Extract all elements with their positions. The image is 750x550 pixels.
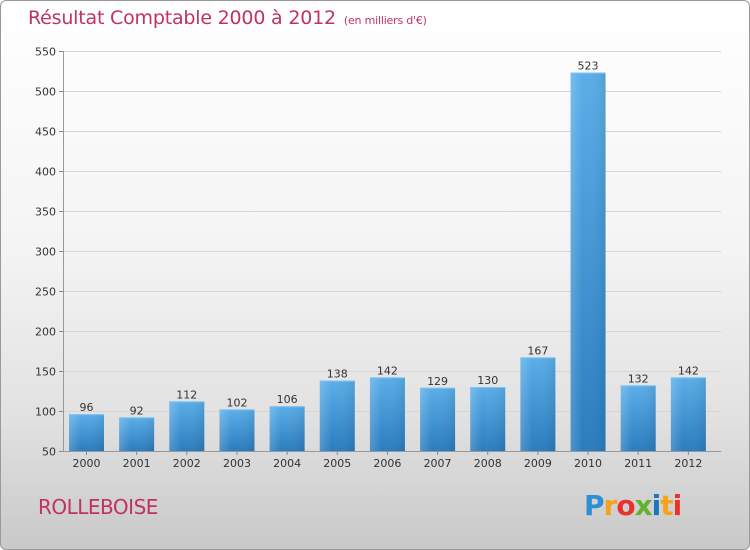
x-tick-label-2005: 2005 — [323, 457, 351, 470]
value-label-2006: 142 — [377, 364, 398, 377]
bar-shade-2004 — [269, 406, 305, 451]
bar-shade-2008 — [470, 387, 506, 451]
bar-shade-2012 — [670, 377, 706, 451]
x-tick-label-2006: 2006 — [373, 457, 401, 470]
x-tick-label-2003: 2003 — [223, 457, 251, 470]
x-tick-label-2012: 2012 — [674, 457, 702, 470]
bar-shade-2000 — [69, 414, 104, 451]
x-tick-label-2007: 2007 — [424, 457, 452, 470]
value-label-2008: 130 — [477, 374, 498, 387]
value-label-2010: 523 — [578, 60, 599, 73]
value-label-2009: 167 — [527, 344, 548, 357]
y-tick-label: 450 — [35, 126, 56, 139]
y-tick-label: 250 — [35, 286, 56, 299]
y-tick-label: 500 — [35, 86, 56, 99]
value-label-2000: 96 — [80, 401, 94, 414]
y-tick-label: 400 — [35, 166, 56, 179]
bar-shade-2002 — [169, 401, 205, 451]
y-tick-label: 150 — [35, 366, 56, 379]
y-tick-label: 300 — [35, 246, 56, 259]
value-label-2007: 129 — [427, 375, 448, 388]
y-tick-label: 350 — [35, 206, 56, 219]
value-label-2011: 132 — [628, 372, 649, 385]
y-tick-label: 100 — [35, 406, 56, 419]
bar-shade-2006 — [369, 377, 405, 451]
x-tick-label-2000: 2000 — [73, 457, 101, 470]
bar-shade-2003 — [219, 409, 255, 451]
bar-shade-2001 — [119, 417, 155, 451]
value-label-2005: 138 — [327, 368, 348, 381]
value-label-2002: 112 — [176, 388, 197, 401]
x-tick-label-2004: 2004 — [273, 457, 301, 470]
chart-title: Résultat Comptable 2000 à 2012 (en millie… — [28, 7, 427, 29]
chart-unit: (en milliers d'€) — [343, 14, 427, 27]
x-tick-label-2002: 2002 — [173, 457, 201, 470]
bar-shade-2010 — [570, 72, 606, 451]
x-tick-label-2010: 2010 — [574, 457, 602, 470]
proxiti-logo: Proxiti — [584, 489, 682, 522]
value-label-2003: 102 — [226, 396, 247, 409]
x-tick-label-2009: 2009 — [524, 457, 552, 470]
bar-shade-2011 — [620, 385, 656, 451]
y-tick-label: 550 — [35, 46, 56, 59]
x-tick-label-2011: 2011 — [624, 457, 652, 470]
value-label-2012: 142 — [678, 364, 699, 377]
bar-shade-2007 — [420, 387, 456, 451]
bar-shade-2009 — [520, 357, 556, 451]
y-tick-label: 50 — [42, 446, 56, 459]
bar-shade-2005 — [319, 380, 355, 451]
x-tick-label-2001: 2001 — [123, 457, 151, 470]
value-label-2001: 92 — [130, 404, 144, 417]
city-name: ROLLEBOISE — [38, 495, 158, 519]
x-tick-label-2008: 2008 — [474, 457, 502, 470]
y-tick-label: 200 — [35, 326, 56, 339]
value-label-2004: 106 — [277, 393, 298, 406]
